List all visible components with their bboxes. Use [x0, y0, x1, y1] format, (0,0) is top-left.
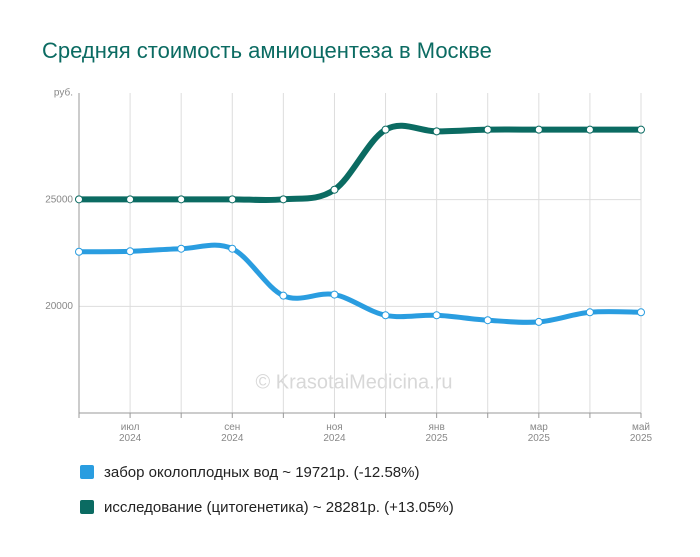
legend-swatch [80, 465, 94, 479]
data-point [228, 244, 237, 253]
data-point [534, 317, 543, 326]
data-point [75, 195, 83, 204]
data-point [381, 125, 390, 134]
y-tick-label: 20000 [45, 301, 73, 312]
data-point [585, 308, 594, 317]
x-tick-label: ноя 2024 [323, 422, 346, 444]
series-line [76, 242, 644, 325]
x-tick-label: май 2025 [630, 422, 653, 444]
data-point [75, 247, 83, 256]
x-tick-label: сен 2024 [221, 422, 244, 444]
data-point [432, 127, 441, 136]
data-point [126, 195, 135, 204]
legend-label: исследование (цитогенетика) ~ 28281р. (+… [104, 499, 454, 516]
data-point [637, 308, 645, 317]
data-point [381, 311, 390, 320]
data-point [534, 125, 543, 134]
data-point [126, 247, 135, 256]
data-point [483, 316, 492, 325]
data-point [483, 125, 492, 134]
data-point [637, 125, 645, 134]
series-line [76, 122, 644, 204]
data-point [330, 290, 339, 299]
data-point [177, 244, 186, 253]
data-point [432, 311, 441, 320]
data-point [279, 195, 288, 204]
data-point [279, 291, 288, 300]
legend-swatch [80, 500, 94, 514]
x-tick-label: июл 2024 [119, 422, 142, 444]
data-point [228, 195, 237, 204]
watermark: © KrasotaiMedicina.ru [255, 371, 452, 393]
chart-title: Средняя стоимость амниоцентеза в Москве [42, 38, 492, 63]
data-point [177, 195, 186, 204]
data-point [585, 125, 594, 134]
legend-label: забор околоплодных вод ~ 19721р. (-12.58… [104, 464, 419, 481]
data-point [330, 185, 339, 194]
x-tick-label: янв 2025 [426, 422, 449, 444]
y-tick-label: руб. [54, 87, 73, 99]
x-tick-label: мар 2025 [528, 422, 551, 444]
y-tick-label: 25000 [45, 194, 73, 205]
